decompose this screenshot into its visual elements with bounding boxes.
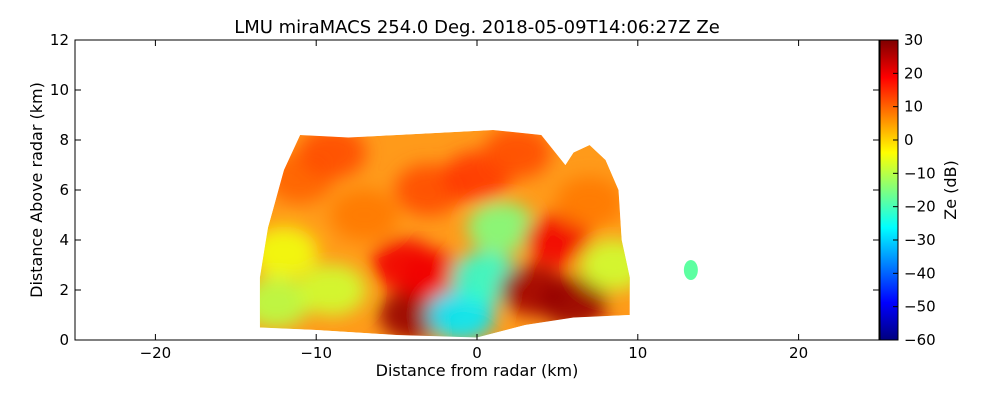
x-axis: −20 −10 0 10 20 [140,40,808,362]
y-axis: 0 2 4 6 8 10 12 [50,31,879,349]
colorbar-tick-label: −50 [904,298,936,316]
colorbar-tick-label: −20 [904,198,936,216]
colorbar-tick-label: −10 [904,164,936,182]
y-tick-label: 0 [59,331,69,349]
y-tick-label: 8 [59,131,69,149]
colorbar-gradient [879,39,899,341]
y-axis-label: Distance Above radar (km) [27,82,46,298]
y-tick-label: 6 [59,181,69,199]
echo-cell-0 [259,276,310,329]
echo-cell-17 [539,276,608,329]
echo-cell-detached [683,260,698,280]
echo-cell-1 [259,226,319,279]
colorbar-tick-label: −30 [904,231,936,249]
echo-cell-3 [298,130,367,179]
plot-area [75,40,879,340]
colorbar-tick-label: 30 [904,31,923,49]
chart-title: LMU miraMACS 254.0 Deg. 2018-05-09T14:06… [234,17,720,38]
echo-cell-18 [555,176,624,229]
colorbar: 30 20 10 0 −10 −20 −30 −40 −50 −60 Ze (dB) [879,31,960,349]
y-tick-label: 12 [50,31,69,49]
y-tick-label: 4 [59,231,69,249]
echo-cell-5 [298,264,367,316]
x-tick-label: −20 [140,344,172,362]
x-tick-label: 20 [789,344,808,362]
x-tick-label: 10 [628,344,647,362]
colorbar-tick-label: −60 [904,331,936,349]
colorbar-tick-label: −40 [904,264,936,282]
y-tick-label: 10 [50,81,69,99]
echo-cell-4 [330,189,399,241]
x-tick-label: −10 [300,344,332,362]
echo-cell-14 [483,130,552,179]
colorbar-tick-label: 0 [904,131,914,149]
echo-cell-11 [467,201,536,254]
echo-cell-19 [579,239,630,291]
colorbar-tick-label: 10 [904,98,923,116]
echo-region [259,130,630,338]
y-tick-label: 2 [59,281,69,299]
x-tick-label: 0 [472,344,482,362]
colorbar-tick-label: 20 [904,64,923,82]
x-axis-label: Distance from radar (km) [376,361,579,380]
echo-cell-16 [523,214,592,266]
colorbar-label: Ze (dB) [941,160,960,220]
